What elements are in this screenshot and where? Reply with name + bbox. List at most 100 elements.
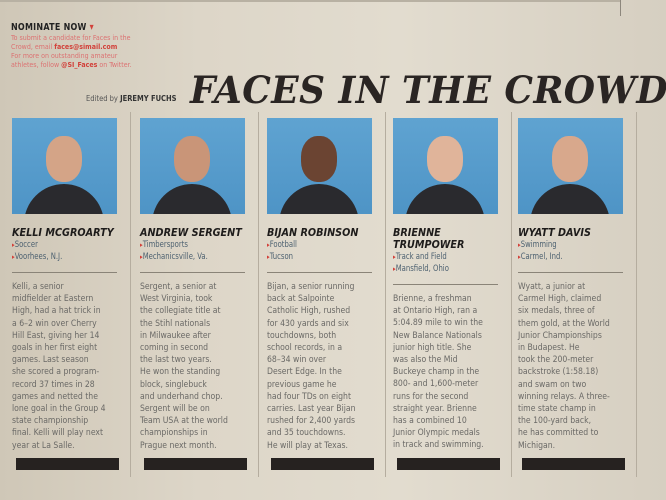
bio-line: for 430 yards and six <box>267 318 349 329</box>
arrow-right-icon: ▸ <box>267 253 270 261</box>
page-title: FACES IN THE CROWD <box>190 68 666 112</box>
hometown-text: Tucson <box>269 252 294 262</box>
bio-line: Michigan. <box>518 440 556 451</box>
athlete-name-line: BIJAN ROBINSON <box>267 227 359 239</box>
photo-figure <box>152 184 232 214</box>
arrow-right-icon: ▸ <box>140 241 143 249</box>
bio-line: them gold, at the World <box>518 318 610 329</box>
nominate-line: To submit a candidate for Faces in the <box>11 34 131 42</box>
bio-line: 68–34 win over <box>267 355 327 366</box>
sport-text: Swimming <box>520 240 557 250</box>
column-divider <box>130 112 131 477</box>
bio-line: Kelli, a senior <box>12 282 64 292</box>
divider <box>12 272 117 273</box>
athlete-photo <box>518 118 623 214</box>
bio-line: year at La Salle. <box>12 440 75 451</box>
athlete-column: BRIENNE TRUMPOWER ▸Track and Field ▸Mansfie… <box>393 118 501 452</box>
bio-line: and swam on two <box>518 379 587 390</box>
arrow-right-icon: ▸ <box>12 241 15 249</box>
arrow-right-icon: ▸ <box>393 253 396 261</box>
column-divider <box>258 112 259 477</box>
bio-line: and underhand chop. <box>140 391 223 402</box>
editor-credit: Edited by JEREMY FUCHS <box>86 94 177 103</box>
athlete-sport: ▸Soccer <box>12 239 104 251</box>
bio-line: the last two years. <box>140 355 212 366</box>
bio-line: Sergent will be on <box>140 404 210 415</box>
athlete-hometown: ▸Carmel, Ind. <box>518 251 610 263</box>
arrow-right-icon: ▸ <box>140 253 143 261</box>
bio-line: rushed for 2,400 yards <box>267 416 356 427</box>
bio-line: goals in her first eight <box>12 343 98 354</box>
column-divider <box>511 112 512 477</box>
bio-line: Buckeye champ in the <box>393 367 480 378</box>
athlete-bio: Bijan, a senior running back at Salpointe… <box>267 281 375 452</box>
bio-line: games. Last season <box>12 355 89 366</box>
sport-text: Soccer <box>14 240 38 250</box>
footer-bar <box>271 458 374 470</box>
athlete-name: ANDREW SERGENT <box>140 227 242 239</box>
nominate-now-box: NOMINATE NOW ▾ To submit a candidate for… <box>11 22 161 70</box>
bio-line: runs for the second <box>393 391 469 402</box>
nominate-heading-text: NOMINATE NOW <box>11 22 87 33</box>
bio-line: time state champ in <box>518 404 596 415</box>
bio-line: Carmel High, claimed <box>518 294 602 305</box>
divider <box>267 272 372 273</box>
athlete-column: KELLI MCGROARTY ▸Soccer ▸Voorhees, N.J. Kel… <box>12 118 120 452</box>
bio-line: New Balance Nationals <box>393 330 482 341</box>
photo-face <box>46 136 82 182</box>
twitter-handle-link[interactable]: @SI_Faces <box>61 61 98 69</box>
athlete-hometown: ▸Tucson <box>267 251 359 263</box>
divider <box>518 272 623 273</box>
page-top-rule <box>0 0 620 2</box>
athlete-sport: ▸Timbersports <box>140 239 232 251</box>
photo-figure <box>24 184 104 214</box>
editor-name: JEREMY FUCHS <box>120 94 177 103</box>
arrow-right-icon: ▸ <box>518 253 521 261</box>
bio-line: touchdowns, both <box>267 330 337 341</box>
athlete-name: BRIENNE TRUMPOWER <box>393 227 492 251</box>
bio-line: he has committed to <box>518 428 599 439</box>
editor-prefix: Edited by <box>86 94 121 103</box>
sport-text: Track and Field <box>395 252 447 262</box>
bio-line: she scored a program- <box>12 367 100 378</box>
hometown-text: Mansfield, Ohio <box>395 264 449 274</box>
nominate-line: For more on outstanding amateur <box>11 52 118 60</box>
nominate-line: athletes, follow @SI_Faces on Twitter. <box>11 61 161 70</box>
bio-line: junior high title. She <box>393 342 472 353</box>
bio-line: had four TDs on eight <box>267 391 351 402</box>
bio-line: in track and swimming. <box>393 440 484 451</box>
athlete-bio: Sergent, a senior at West Virginia, took t… <box>140 281 248 452</box>
athlete-bio: Wyatt, a junior at Carmel High, claimed si… <box>518 281 626 452</box>
bio-line: previous game he <box>267 379 337 390</box>
bio-line: record 37 times in 28 <box>12 379 95 390</box>
bio-line: Hill East, giving her 14 <box>12 330 100 341</box>
arrow-down-icon: ▾ <box>89 22 94 33</box>
nominate-heading: NOMINATE NOW ▾ <box>11 22 131 33</box>
divider <box>140 272 245 273</box>
athlete-bio: Brienne, a freshman at Ontario High, ran … <box>393 293 501 452</box>
photo-figure <box>279 184 359 214</box>
bio-line: carries. Last year Bijan <box>267 404 356 415</box>
arrow-right-icon: ▸ <box>393 265 396 273</box>
bio-line: Sergent, a senior at <box>140 282 217 292</box>
bio-line: in Milwaukee after <box>140 330 211 341</box>
hometown-text: Carmel, Ind. <box>520 252 563 262</box>
bio-line: West Virginia, took <box>140 294 213 305</box>
athlete-name: WYATT DAVIS <box>518 227 617 239</box>
divider <box>393 284 498 285</box>
bio-line: block, singlebuck <box>140 379 207 390</box>
bio-line: at Ontario High, ran a <box>393 306 478 317</box>
athlete-name-line: ANDREW SERGENT <box>140 227 242 239</box>
bio-line: 5:04.89 mile to win the <box>393 318 483 329</box>
athlete-name: BIJAN ROBINSON <box>267 227 366 239</box>
bio-line: lone goal in the Group 4 <box>12 404 106 415</box>
photo-face <box>174 136 210 182</box>
athlete-name-line: WYATT DAVIS <box>518 227 591 239</box>
bio-line: the 100-yard back, <box>518 416 592 427</box>
arrow-right-icon: ▸ <box>267 241 270 249</box>
athlete-sport: ▸Track and Field <box>393 251 485 263</box>
athlete-name-line: TRUMPOWER <box>393 239 465 251</box>
email-link[interactable]: faces@simail.com <box>54 43 118 51</box>
photo-figure <box>530 184 610 214</box>
athlete-photo <box>267 118 372 214</box>
